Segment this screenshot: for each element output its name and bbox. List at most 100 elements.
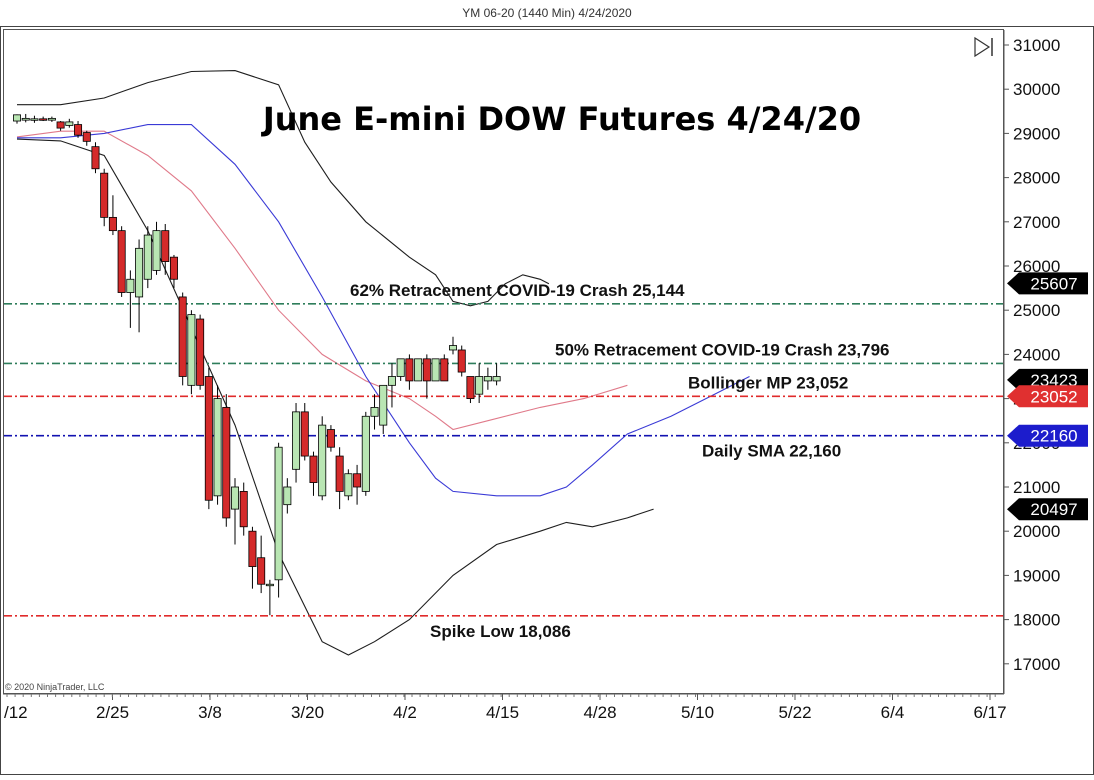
candle-body — [152, 230, 161, 271]
candle-body — [239, 491, 248, 528]
candle-body — [39, 118, 48, 121]
candle-body — [283, 486, 292, 506]
y-tick-label: 25000 — [1013, 301, 1060, 320]
price-tag — [1007, 272, 1088, 295]
candle-body — [475, 376, 484, 395]
play-end-icon[interactable] — [974, 36, 993, 58]
level-label: Bollinger MP 23,052 — [688, 373, 848, 392]
x-tick-label: 4/15 — [486, 703, 519, 722]
candle-body — [292, 411, 301, 470]
y-tick-label: 28000 — [1013, 169, 1060, 188]
candle-body — [248, 530, 257, 567]
candle-body — [387, 376, 396, 386]
level-lines-layer: 62% Retracement COVID-19 Crash 25,144 50%… — [4, 281, 1003, 641]
y-tick-label: 19000 — [1013, 566, 1060, 585]
candle-body — [335, 455, 344, 492]
candle-body — [91, 146, 100, 170]
price-tag-label: 20497 — [1030, 500, 1077, 519]
candle-body — [257, 557, 266, 585]
candle-body — [12, 114, 21, 122]
candle-body — [65, 121, 74, 126]
candle-body — [457, 349, 466, 373]
x-tick-label: 4/2 — [393, 703, 417, 722]
candle-body — [466, 376, 475, 400]
indicator-layer — [16, 70, 750, 656]
candle-body — [21, 117, 30, 121]
level-label: 62% Retracement COVID-19 Crash 25,144 — [350, 281, 685, 300]
x-tick-label: 6/4 — [881, 703, 905, 722]
candle-body — [204, 376, 213, 501]
candle-body — [361, 415, 370, 492]
candle-body — [196, 318, 205, 386]
candle-body — [318, 424, 327, 497]
chart-title: June E-mini DOW Futures 4/24/20 — [261, 100, 861, 138]
price-tag — [1007, 385, 1088, 408]
axes-layer: 31000 30000 29000 28000 27000 26000 25000 24000… — [4, 36, 1060, 722]
y-tick-label: 29000 — [1013, 124, 1060, 143]
candle-body — [213, 398, 222, 497]
price-tag-label: 23423 — [1030, 371, 1077, 390]
price-tag — [1007, 498, 1088, 521]
candle-body — [483, 376, 492, 382]
y-tick-label: 18000 — [1013, 611, 1060, 630]
candle-body — [326, 429, 335, 448]
bollinger-lower-line — [16, 138, 654, 656]
candle-body — [492, 376, 501, 382]
y-tick-label: 17000 — [1013, 655, 1060, 674]
candle-body — [440, 358, 449, 382]
candle-body — [405, 358, 414, 382]
x-tick-label: 2/25 — [96, 703, 129, 722]
x-tick-label: 4/28 — [583, 703, 616, 722]
candle-body — [265, 583, 274, 587]
candle-body — [230, 486, 239, 510]
candles-layer — [12, 113, 501, 616]
candle-body — [448, 345, 457, 351]
candle-body — [187, 314, 196, 386]
x-tick-label: 3/8 — [198, 703, 222, 722]
candle-body — [414, 358, 423, 382]
price-tag-label: 22160 — [1030, 427, 1077, 446]
daily-sma-line — [17, 124, 750, 497]
chart-header-caption: YM 06-20 (1440 Min) 4/24/2020 — [462, 6, 632, 20]
candle-body — [370, 407, 379, 417]
level-label: 50% Retracement COVID-19 Crash 23,796 — [555, 340, 890, 359]
y-tick-label: 27000 — [1013, 213, 1060, 232]
price-tag-label: 25607 — [1030, 274, 1077, 293]
level-label: Daily SMA 22,160 — [702, 442, 841, 461]
x-tick-label: /12 — [4, 703, 28, 722]
candle-body — [353, 473, 362, 488]
candle-body — [309, 455, 318, 483]
candle-body — [344, 473, 353, 497]
candle-body — [178, 296, 187, 377]
candle-body — [117, 230, 126, 293]
candle-body — [74, 124, 83, 136]
candle-body — [135, 247, 144, 298]
candle-body — [379, 384, 388, 426]
candle-body — [300, 411, 309, 457]
y-tick-label: 31000 — [1013, 36, 1060, 55]
candle-body — [108, 216, 117, 232]
candle-body — [222, 407, 231, 519]
candle-body — [396, 358, 405, 377]
candle-body — [82, 132, 91, 142]
x-tick-label: 5/22 — [778, 703, 811, 722]
bollinger-upper-line — [17, 70, 550, 307]
y-tick-label: 26000 — [1013, 257, 1060, 276]
price-tag — [1007, 424, 1088, 447]
candle-body — [422, 358, 431, 382]
candle-body — [169, 256, 178, 280]
candle-body — [143, 234, 152, 280]
bollinger-middle-line — [16, 130, 628, 431]
y-tick-label: 30000 — [1013, 80, 1060, 99]
candle-body — [161, 230, 170, 262]
candle-body — [100, 172, 109, 218]
outer-frame — [0, 26, 1094, 775]
candle-body — [47, 117, 56, 121]
y-tick-label: 20000 — [1013, 522, 1060, 541]
candle-body — [431, 358, 440, 382]
x-tick-label: 3/20 — [291, 703, 324, 722]
x-tick-label: 6/17 — [973, 703, 1006, 722]
x-tick-label: 5/10 — [681, 703, 714, 722]
